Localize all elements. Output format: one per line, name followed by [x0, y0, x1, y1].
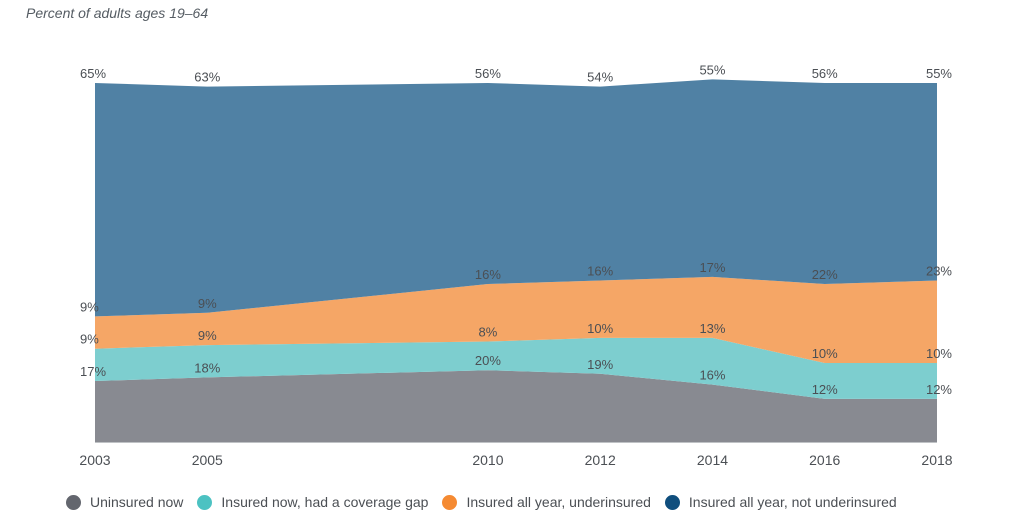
- x-tick-label-2016: 2016: [809, 452, 840, 468]
- legend-swatch-insured-now-had-a-coverage-gap: [197, 494, 213, 510]
- legend-item-insured-all-year-not-underinsured: Insured all year, not underinsured: [664, 494, 897, 510]
- x-tick-label-2010: 2010: [472, 452, 503, 468]
- x-tick-label-2003: 2003: [79, 452, 110, 468]
- area-insured-all-year-not-underinsured: [95, 79, 937, 317]
- data-label-uninsured-now-2012: 19%: [587, 357, 613, 372]
- data-label-insured-all-year-underinsured-2005: 9%: [198, 296, 217, 311]
- data-label-uninsured-now-2003: 17%: [80, 364, 106, 379]
- data-label-insured-all-year-not-underinsured-2018: 55%: [926, 66, 952, 81]
- legend-item-insured-all-year-underinsured: Insured all year, underinsured: [442, 494, 651, 510]
- data-label-insured-all-year-underinsured-2012: 16%: [587, 263, 613, 278]
- data-label-insured-all-year-underinsured-2016: 22%: [812, 267, 838, 282]
- data-label-insured-all-year-underinsured-2018: 23%: [926, 263, 952, 278]
- legend-label-uninsured-now: Uninsured now: [90, 494, 184, 510]
- data-label-insured-now-had-a-coverage-gap-2010: 8%: [479, 324, 498, 339]
- data-label-uninsured-now-2010: 20%: [475, 353, 501, 368]
- legend-item-uninsured-now: Uninsured now: [66, 494, 183, 510]
- chart-legend: Uninsured now Insured now, had a coverage…: [66, 494, 911, 510]
- data-label-insured-now-had-a-coverage-gap-2014: 13%: [699, 321, 725, 336]
- legend-swatch-uninsured-now: [66, 494, 81, 510]
- legend-label-insured-all-year-not-underinsured: Insured all year, not underinsured: [688, 494, 897, 510]
- data-label-uninsured-now-2018: 12%: [926, 382, 952, 397]
- data-label-insured-now-had-a-coverage-gap-2003: 9%: [80, 332, 99, 347]
- legend-label-insured-all-year-underinsured: Insured all year, underinsured: [466, 494, 651, 510]
- data-label-insured-all-year-not-underinsured-2016: 56%: [812, 66, 838, 81]
- area-insured-all-year-underinsured: [95, 276, 937, 363]
- data-label-insured-now-had-a-coverage-gap-2005: 9%: [198, 328, 217, 343]
- x-tick-label-2014: 2014: [697, 452, 728, 468]
- data-label-insured-all-year-underinsured-2003: 9%: [80, 299, 99, 314]
- x-tick-label-2005: 2005: [192, 452, 223, 468]
- stacked-area-chart: 17% 18% 20% 19% 16% 12% 12% 9% 9% 8% 10% 13% 10% 10% 9…: [79, 62, 952, 468]
- data-label-insured-all-year-not-underinsured-2010: 56%: [475, 66, 501, 81]
- data-label-insured-all-year-not-underinsured-2012: 54%: [587, 70, 613, 85]
- data-label-uninsured-now-2005: 18%: [194, 360, 220, 375]
- data-label-insured-now-had-a-coverage-gap-2012: 10%: [587, 321, 613, 336]
- data-label-insured-now-had-a-coverage-gap-2016: 10%: [812, 346, 838, 361]
- legend-label-insured-now-had-a-coverage-gap: Insured now, had a coverage gap: [221, 494, 429, 510]
- data-label-insured-all-year-underinsured-2010: 16%: [475, 267, 501, 282]
- data-label-insured-all-year-not-underinsured-2005: 63%: [194, 70, 220, 85]
- x-tick-label-2012: 2012: [585, 452, 616, 468]
- data-label-insured-now-had-a-coverage-gap-2018: 10%: [926, 346, 952, 361]
- legend-swatch-insured-all-year-not-underinsured: [664, 494, 680, 510]
- data-label-insured-all-year-not-underinsured-2003: 65%: [80, 66, 106, 81]
- area-uninsured-now: [95, 370, 937, 442]
- legend-item-insured-now-had-a-coverage-gap: Insured now, had a coverage gap: [197, 494, 428, 510]
- data-label-uninsured-now-2014: 16%: [699, 368, 725, 383]
- data-label-insured-all-year-not-underinsured-2014: 55%: [699, 62, 725, 77]
- data-label-uninsured-now-2016: 12%: [812, 382, 838, 397]
- legend-swatch-insured-all-year-underinsured: [442, 494, 458, 510]
- chart-subtitle: Percent of adults ages 19–64: [26, 5, 209, 21]
- x-tick-label-2018: 2018: [921, 452, 952, 468]
- area-insured-now-had-a-coverage-gap: [95, 337, 937, 399]
- data-label-insured-all-year-underinsured-2014: 17%: [699, 260, 725, 275]
